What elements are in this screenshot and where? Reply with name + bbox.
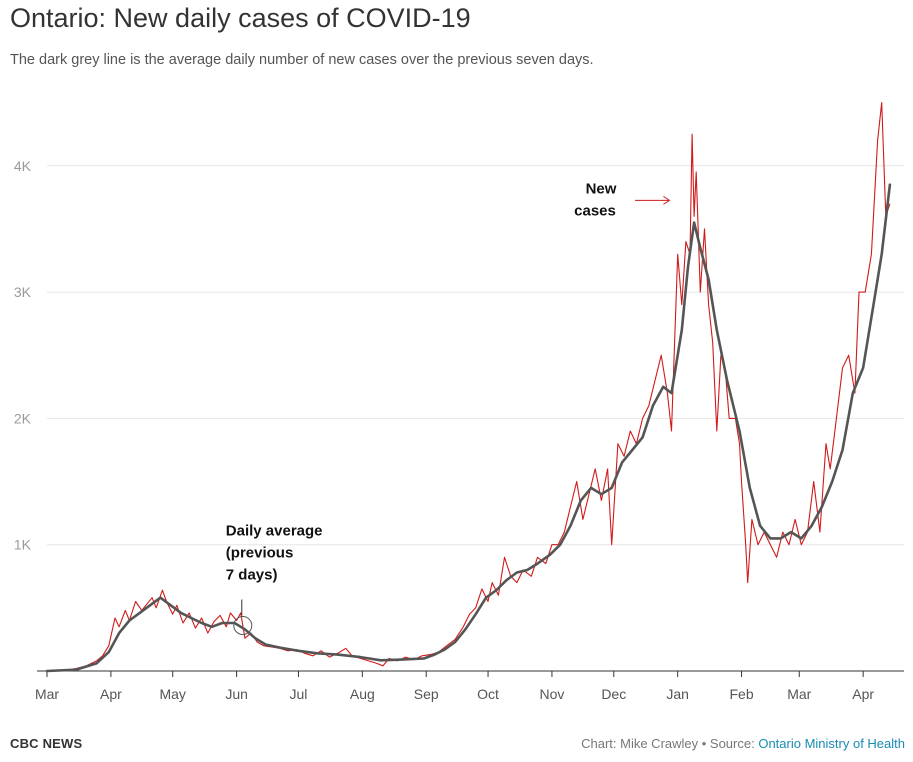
new-cases-arrow-head: [663, 195, 671, 205]
chart-title: Ontario: New daily cases of COVID-19: [10, 3, 471, 33]
average-annotation-line-2: (previous: [226, 545, 294, 562]
y-tick-label: 4K: [14, 158, 32, 174]
new-cases-annotation-line-1: New: [586, 180, 617, 197]
brand-logo-text: CBC NEWS: [10, 736, 83, 751]
x-tick-label: Apr: [100, 686, 122, 702]
footer: CBC NEWS Chart: Mike Crawley • Source: O…: [10, 736, 905, 751]
x-tick-label: Jun: [225, 686, 248, 702]
y-tick-label: 1K: [14, 537, 32, 553]
y-tick-label: 3K: [14, 284, 32, 300]
average-annotation-line-1: Daily average: [226, 523, 323, 540]
average-annotation-line-3: 7 days): [226, 567, 278, 584]
x-tick-label: Sep: [414, 686, 439, 702]
x-tick-label: Mar: [35, 686, 59, 702]
x-tick-label: Apr: [852, 686, 874, 702]
chart-credit: Chart: Mike Crawley • Source: Ontario Mi…: [581, 736, 905, 751]
line-chart: 1K 2K 3K 4K Mar Apr May Jun Jul Aug Sep Oct Nov Dec J…: [14, 102, 904, 702]
x-tick-label: Jul: [289, 686, 307, 702]
chart-subtitle: The dark grey line is the average daily …: [10, 52, 594, 68]
x-tick-label: Oct: [477, 686, 499, 702]
x-axis-ticks: Mar Apr May Jun Jul Aug Sep Oct Nov Dec Jan Feb Mar A…: [35, 671, 874, 702]
series-new-cases-line: [46, 102, 891, 672]
series-average-line: [45, 183, 892, 673]
x-tick-label: Dec: [601, 686, 626, 702]
new-cases-annotation-line-2: cases: [574, 202, 616, 219]
gridlines: [47, 165, 904, 546]
y-axis-ticks: 1K 2K 3K 4K: [14, 158, 32, 553]
source-link[interactable]: Ontario Ministry of Health: [758, 736, 905, 751]
x-tick-label: May: [159, 686, 185, 702]
y-tick-label: 2K: [14, 410, 32, 426]
x-tick-label: Jan: [666, 686, 689, 702]
x-tick-label: Feb: [729, 686, 753, 702]
credit-text: Chart: Mike Crawley • Source:: [581, 736, 759, 751]
average-marker-circle: [233, 616, 253, 636]
x-tick-label: Nov: [539, 686, 564, 702]
x-tick-label: Aug: [350, 686, 375, 702]
x-tick-label: Mar: [787, 686, 811, 702]
